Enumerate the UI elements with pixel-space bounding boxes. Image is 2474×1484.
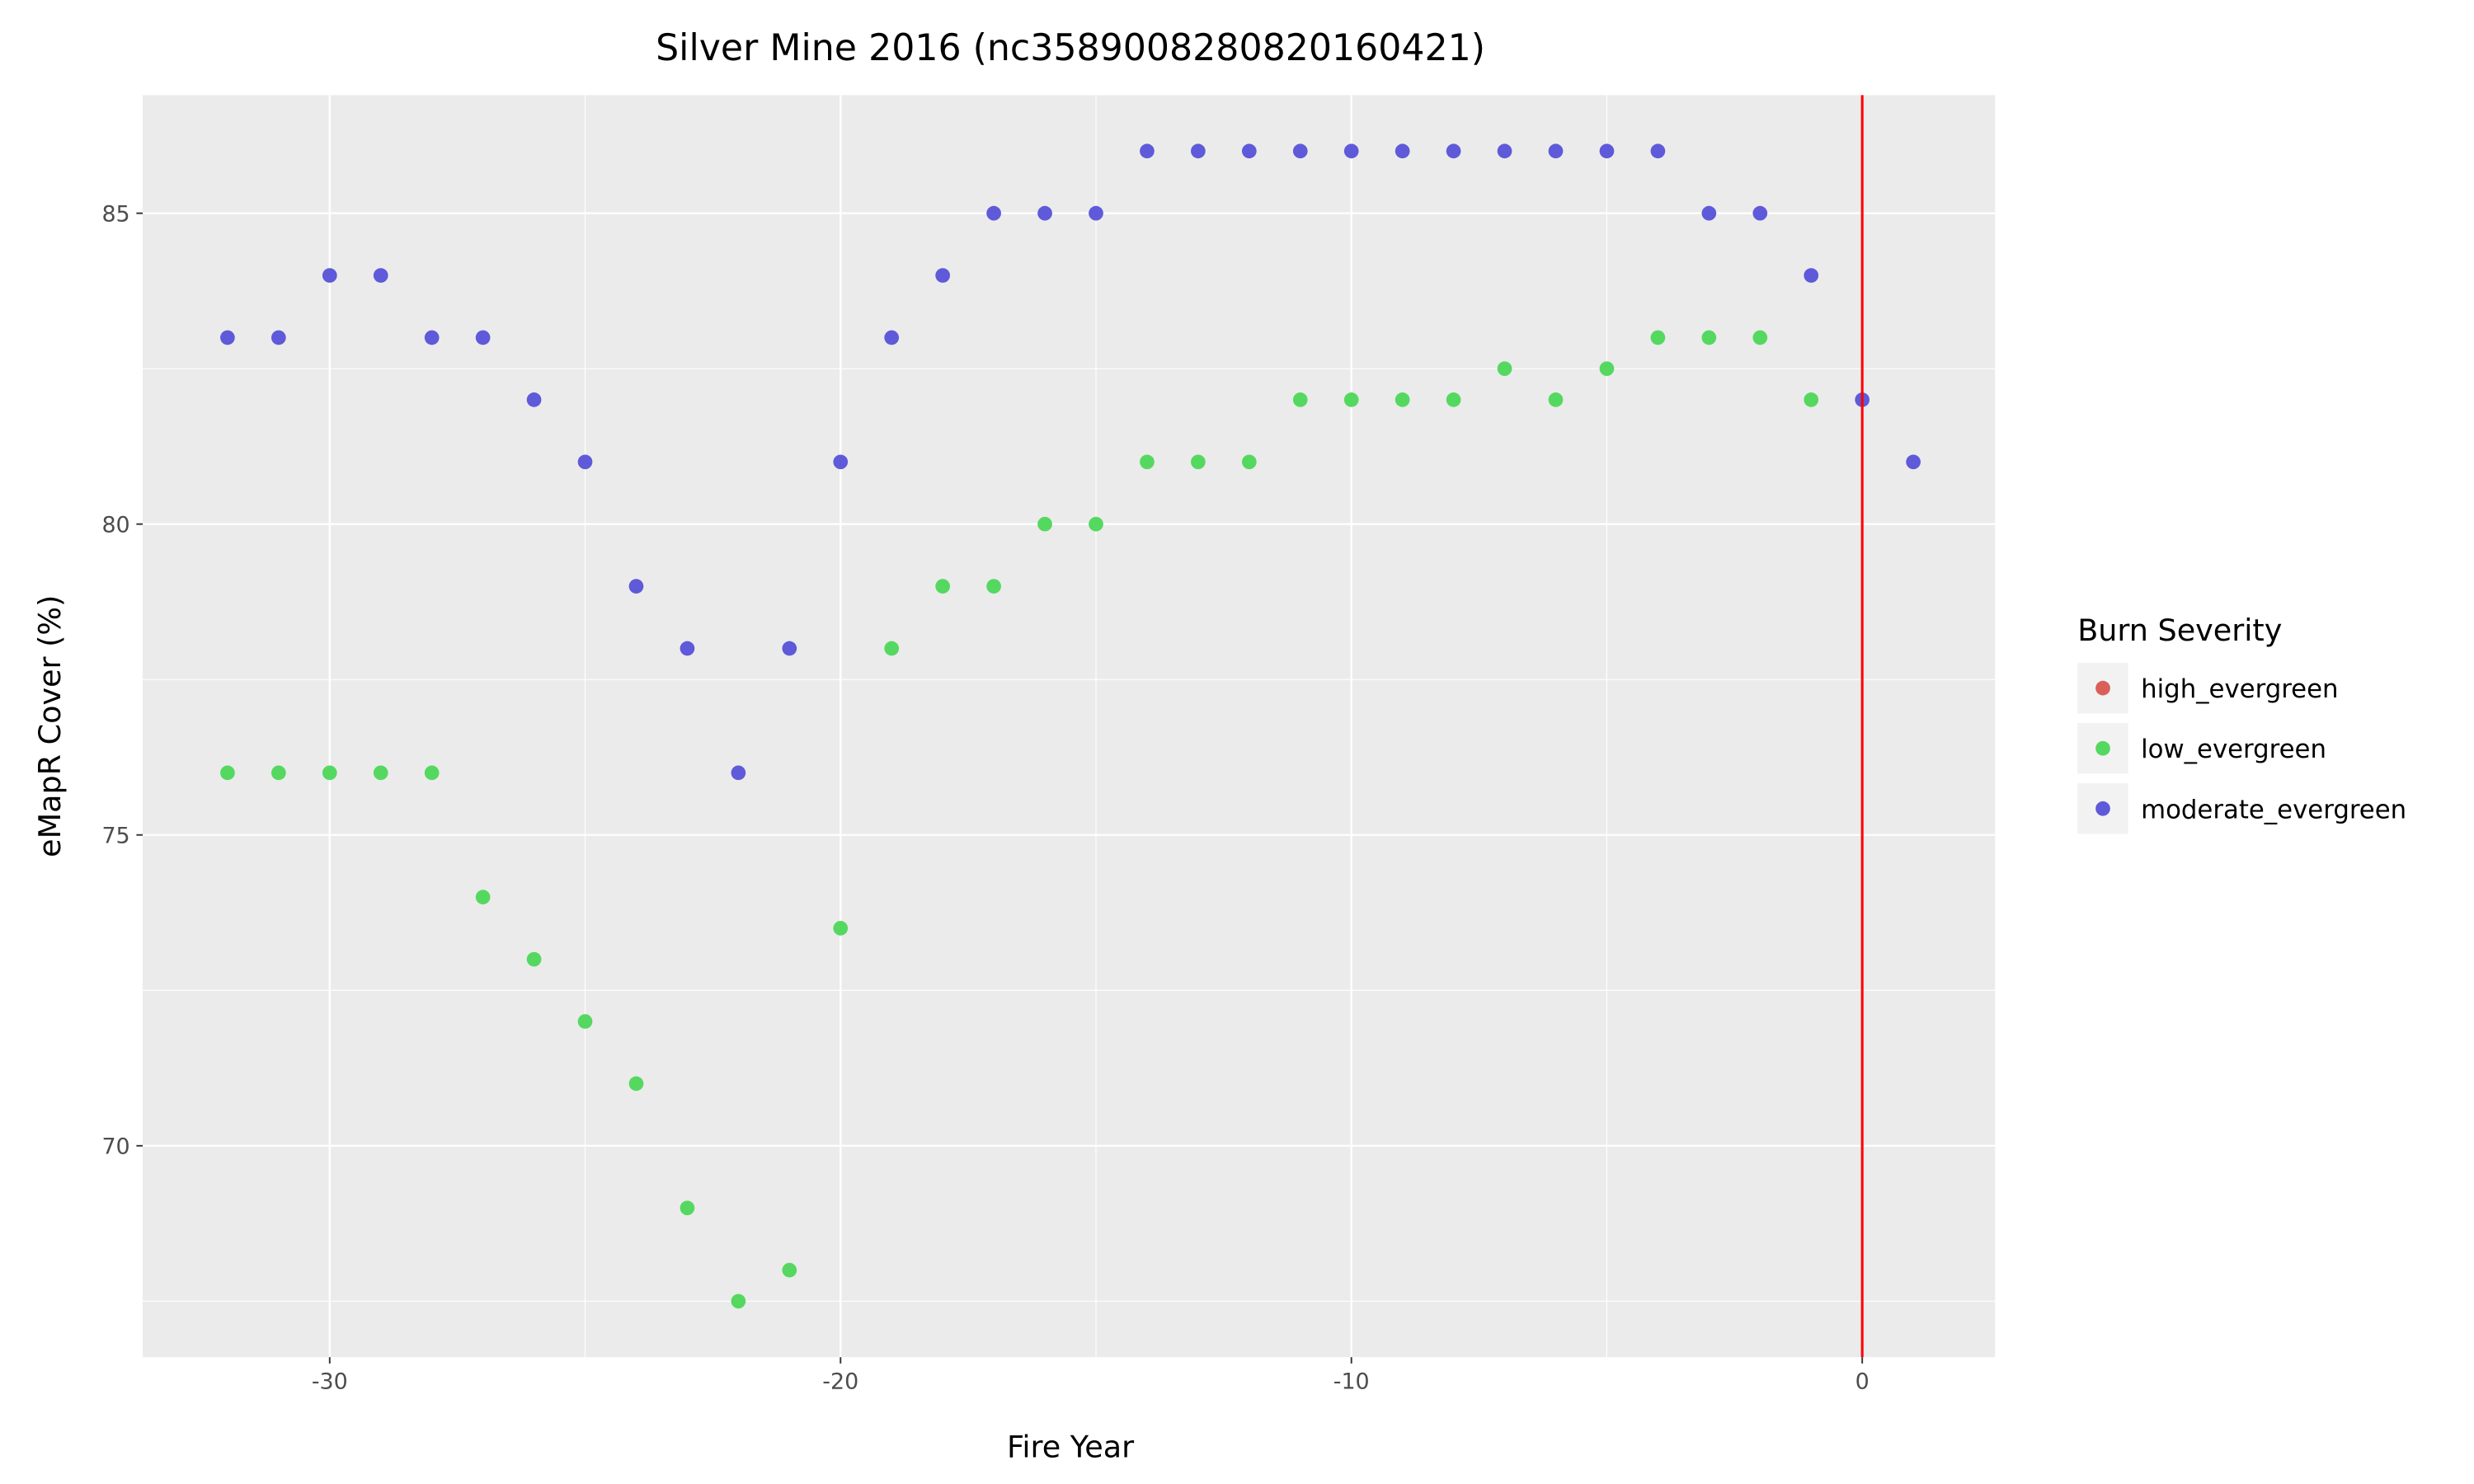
y-tick-label: 85 [101, 201, 129, 227]
y-tick-label: 70 [101, 1134, 129, 1159]
point-low_evergreen [1395, 392, 1410, 407]
point-low_evergreen [1446, 392, 1461, 407]
point-moderate_evergreen [1804, 268, 1819, 283]
point-low_evergreen [1650, 330, 1666, 345]
point-low_evergreen [1497, 361, 1512, 377]
point-moderate_evergreen [884, 330, 900, 345]
point-low_evergreen [782, 1262, 797, 1278]
legend-label: moderate_evergreen [2141, 795, 2406, 824]
legend-title: Burn Severity [2077, 613, 2282, 648]
point-moderate_evergreen [986, 205, 1001, 221]
point-low_evergreen [1037, 516, 1052, 532]
point-moderate_evergreen [680, 641, 695, 656]
x-tick-label: -20 [822, 1369, 858, 1395]
point-low_evergreen [1752, 330, 1768, 345]
point-moderate_evergreen [1446, 143, 1461, 159]
point-moderate_evergreen [833, 454, 849, 470]
point-low_evergreen [526, 951, 542, 967]
point-moderate_evergreen [373, 268, 388, 283]
point-low_evergreen [884, 641, 900, 656]
point-moderate_evergreen [1650, 143, 1666, 159]
legend: high_evergreen low_evergreen moderate_ever… [2077, 662, 2406, 834]
point-moderate_evergreen [628, 579, 644, 594]
chart-title: Silver Mine 2016 (nc3589008280820160421) [656, 27, 1485, 69]
point-moderate_evergreen [1701, 205, 1717, 221]
y-tick-label: 75 [101, 823, 129, 848]
point-low_evergreen [986, 579, 1001, 594]
point-moderate_evergreen [577, 454, 593, 470]
point-low_evergreen [1191, 454, 1206, 470]
point-moderate_evergreen [1089, 205, 1103, 221]
point-moderate_evergreen [1497, 143, 1512, 159]
point-low_evergreen [271, 765, 286, 781]
point-moderate_evergreen [526, 392, 542, 407]
y-axis-label: eMapR Cover (%) [32, 595, 68, 857]
point-low_evergreen [935, 579, 950, 594]
point-low_evergreen [731, 1294, 746, 1309]
point-low_evergreen [1089, 516, 1103, 532]
point-low_evergreen [322, 765, 337, 781]
point-moderate_evergreen [1752, 205, 1768, 221]
point-moderate_evergreen [1906, 454, 1921, 470]
point-moderate_evergreen [424, 330, 440, 345]
y-tick-label: 80 [101, 512, 129, 538]
point-low_evergreen [373, 765, 388, 781]
point-moderate_evergreen [935, 268, 950, 283]
point-moderate_evergreen [1140, 143, 1155, 159]
point-low_evergreen [424, 765, 440, 781]
panel-background [143, 95, 1996, 1358]
point-moderate_evergreen [1037, 205, 1052, 221]
point-moderate_evergreen [1548, 143, 1564, 159]
point-low_evergreen [1343, 392, 1359, 407]
point-low_evergreen [1140, 454, 1155, 470]
legend-key-high_evergreen [2095, 680, 2110, 696]
x-axis-label: Fire Year [1007, 1429, 1135, 1464]
point-moderate_evergreen [1395, 143, 1410, 159]
point-low_evergreen [1701, 330, 1717, 345]
point-moderate_evergreen [1343, 143, 1359, 159]
plot-panel: -30 -20 -10 0 70 75 80 85 [101, 95, 1996, 1395]
point-moderate_evergreen [1241, 143, 1257, 159]
x-tick-label: 0 [1856, 1369, 1870, 1395]
point-moderate_evergreen [1292, 143, 1308, 159]
point-low_evergreen [628, 1076, 644, 1092]
point-moderate_evergreen [322, 268, 337, 283]
point-low_evergreen [475, 890, 491, 904]
legend-label: high_evergreen [2141, 674, 2338, 704]
point-low_evergreen [1241, 454, 1257, 470]
point-moderate_evergreen [1191, 143, 1206, 159]
x-tick-label: -10 [1333, 1369, 1370, 1395]
point-low_evergreen [1599, 361, 1615, 377]
point-low_evergreen [220, 765, 235, 781]
legend-key-moderate_evergreen [2095, 801, 2110, 816]
point-low_evergreen [577, 1014, 593, 1029]
point-moderate_evergreen [475, 330, 491, 345]
legend-label: low_evergreen [2141, 735, 2326, 764]
point-low_evergreen [1548, 392, 1564, 407]
point-moderate_evergreen [271, 330, 286, 345]
point-low_evergreen [833, 920, 849, 936]
point-moderate_evergreen [220, 330, 235, 345]
point-low_evergreen [1292, 392, 1308, 407]
point-moderate_evergreen [731, 765, 746, 781]
point-moderate_evergreen [782, 641, 797, 656]
point-low_evergreen [1804, 392, 1819, 407]
x-tick-label: -30 [312, 1369, 348, 1395]
legend-key-low_evergreen [2095, 740, 2110, 756]
point-moderate_evergreen [1599, 143, 1615, 159]
point-low_evergreen [680, 1200, 695, 1216]
